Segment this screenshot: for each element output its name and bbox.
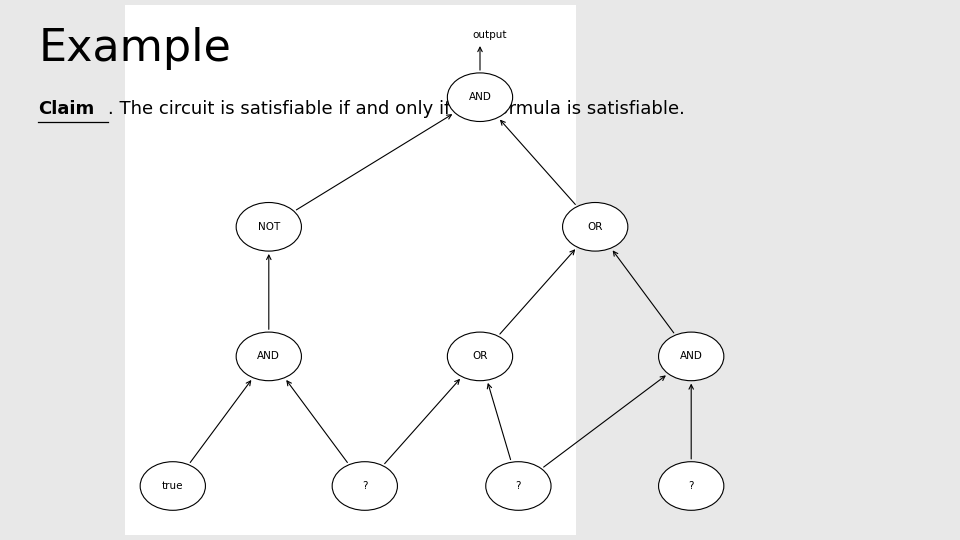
Text: Claim: Claim bbox=[38, 100, 95, 118]
Text: Example: Example bbox=[38, 27, 231, 70]
Text: OR: OR bbox=[472, 352, 488, 361]
Ellipse shape bbox=[332, 462, 397, 510]
Text: output: output bbox=[472, 30, 507, 40]
Text: NOT: NOT bbox=[257, 222, 280, 232]
Ellipse shape bbox=[447, 332, 513, 381]
Ellipse shape bbox=[486, 462, 551, 510]
Text: ?: ? bbox=[362, 481, 368, 491]
Ellipse shape bbox=[140, 462, 205, 510]
Text: AND: AND bbox=[680, 352, 703, 361]
Text: ?: ? bbox=[688, 481, 694, 491]
FancyBboxPatch shape bbox=[125, 5, 576, 535]
Text: true: true bbox=[162, 481, 183, 491]
Text: ?: ? bbox=[516, 481, 521, 491]
Ellipse shape bbox=[659, 462, 724, 510]
Text: OR: OR bbox=[588, 222, 603, 232]
Ellipse shape bbox=[236, 332, 301, 381]
Ellipse shape bbox=[447, 73, 513, 122]
Text: AND: AND bbox=[468, 92, 492, 102]
Text: . The circuit is satisfiable if and only if the formula is satisfiable.: . The circuit is satisfiable if and only… bbox=[108, 100, 684, 118]
Text: AND: AND bbox=[257, 352, 280, 361]
Ellipse shape bbox=[659, 332, 724, 381]
Ellipse shape bbox=[236, 202, 301, 251]
Ellipse shape bbox=[563, 202, 628, 251]
